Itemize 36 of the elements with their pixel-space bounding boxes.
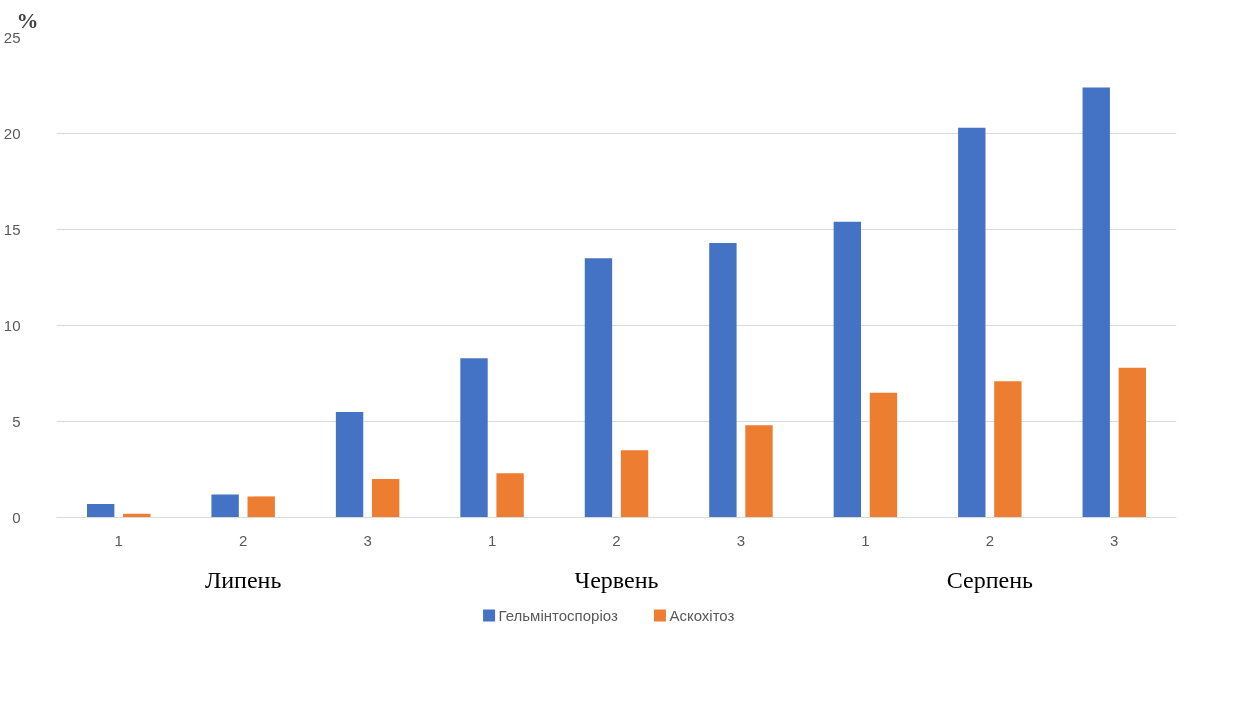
bar (833, 221, 862, 518)
x-tick-label: 2 (612, 531, 621, 549)
bar (620, 450, 649, 518)
y-tick-label: 0 (12, 508, 21, 526)
x-tick-label: 1 (861, 531, 870, 549)
bar (460, 358, 488, 518)
y-tick-label: 10 (3, 316, 21, 334)
bar (86, 504, 115, 518)
bar (958, 127, 986, 518)
x-tick-label: 3 (363, 531, 372, 549)
bar (335, 411, 364, 518)
x-tick-label: 2 (239, 531, 248, 549)
bar (1118, 367, 1147, 518)
legend-label: Аскохітоз (669, 607, 735, 624)
bar (709, 242, 737, 518)
x-tick-label: 3 (1110, 531, 1119, 549)
bar (994, 381, 1022, 518)
bar (584, 258, 613, 518)
text: Червень (574, 566, 659, 593)
y-tick-label: 15 (3, 220, 21, 238)
bar (1082, 87, 1110, 518)
bar (371, 479, 400, 518)
bar (745, 425, 773, 518)
x-tick-label: 1 (114, 531, 123, 549)
text: Серпень (946, 566, 1034, 593)
bar (211, 494, 239, 518)
x-tick-label: 2 (985, 531, 995, 549)
bar (869, 392, 898, 518)
y-tick-label: 5 (12, 412, 21, 430)
x-tick-label: 1 (487, 531, 497, 549)
x-tick-label: 3 (736, 531, 746, 549)
bar (247, 496, 275, 518)
legend-label: Гельмінтоспоріоз (498, 607, 618, 624)
bar (496, 473, 524, 518)
y-tick-label: 20 (3, 124, 21, 142)
text: Липень (204, 566, 282, 593)
